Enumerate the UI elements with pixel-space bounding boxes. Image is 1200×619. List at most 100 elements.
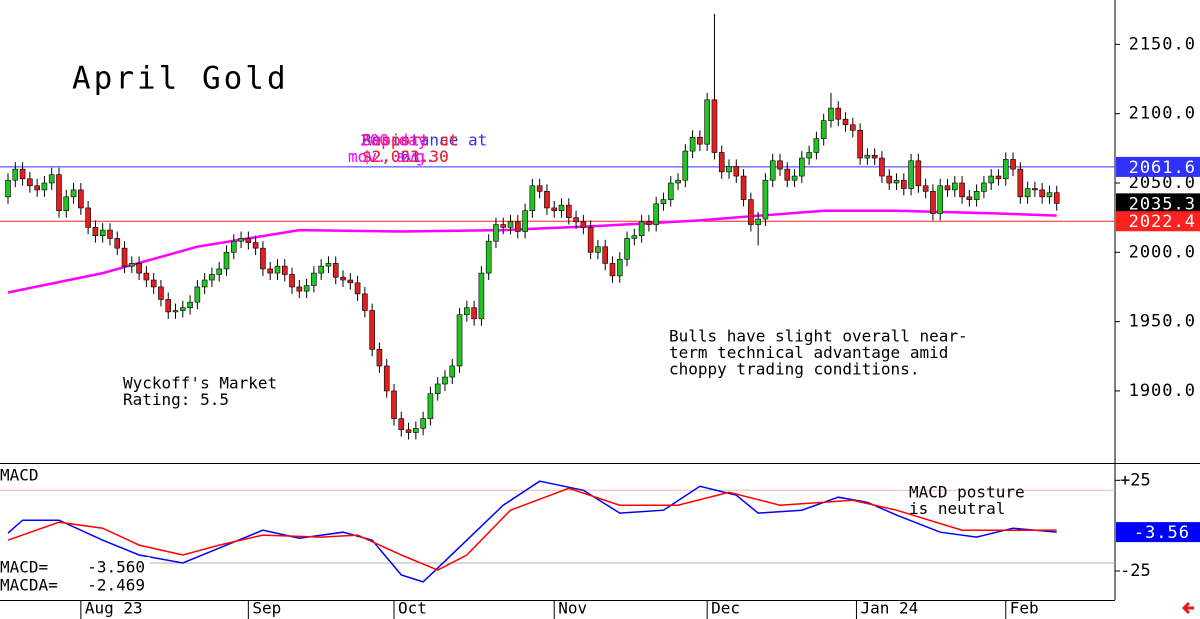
candle-body [988, 175, 994, 184]
candle-body [114, 238, 121, 249]
annotation: $2,023.30 [362, 147, 449, 166]
candle-body [201, 279, 208, 288]
annotation: Support at [362, 131, 458, 150]
candle-body [78, 189, 84, 209]
candle-body [828, 107, 834, 121]
candle-body [995, 175, 1002, 180]
candle-body [558, 204, 565, 212]
candle-body [464, 307, 470, 315]
annotation: Resistance at [362, 131, 487, 150]
x-tick-label: Feb [1010, 599, 1039, 618]
candle-body [478, 272, 485, 320]
candle-body [99, 229, 106, 236]
last-value-box [1116, 522, 1200, 543]
annotation: is neutral [909, 499, 1005, 518]
candle-body [143, 272, 150, 281]
candle-body [944, 185, 951, 191]
candle-body [383, 365, 390, 392]
y-tick-label: -25 [1120, 561, 1151, 581]
y-tick-label: +25 [1120, 470, 1151, 490]
y-tick-label: 2000.0 [1129, 242, 1196, 262]
candle-body [500, 224, 507, 228]
candle-body [762, 179, 769, 220]
candle-body [449, 365, 456, 378]
candle-body [930, 190, 936, 214]
candle-body [85, 207, 91, 228]
x-tick-label: Dec [711, 599, 740, 618]
candle-body [718, 152, 725, 173]
candle-body [726, 166, 732, 173]
candle-body [121, 247, 128, 267]
candle-body [179, 307, 186, 311]
candle-body [434, 383, 441, 394]
annotation: MACD posture [909, 483, 1025, 502]
candle-body [325, 263, 332, 267]
candle-body [602, 246, 609, 264]
annotation: $2,061.30 [362, 147, 449, 166]
candle-body [369, 310, 375, 350]
x-tick-label: Jan 24 [860, 599, 918, 618]
candle-body [667, 182, 674, 200]
candle-body [172, 310, 179, 313]
candle-body [398, 418, 405, 431]
candle-body [281, 265, 288, 275]
y-tick-label: 2050.0 [1129, 173, 1196, 193]
annotation: choppy trading conditions. [669, 360, 919, 379]
candle-body [209, 274, 215, 281]
candle-body [1032, 188, 1038, 191]
moving-average [7, 209, 1057, 294]
annotation: term technical advantage amid [669, 343, 948, 362]
candle-body [544, 190, 550, 209]
candle-body [230, 240, 237, 253]
candle-body [1053, 192, 1060, 204]
candle-body [689, 136, 696, 152]
candle-body [573, 217, 579, 223]
candle-body [653, 203, 659, 225]
support-box-label: 2022.4 [1129, 212, 1196, 232]
candle-body [646, 221, 652, 225]
candle-body [733, 166, 740, 177]
candle-body [820, 120, 827, 139]
resistance-box-label: 2061.6 [1129, 158, 1196, 178]
support-box [1116, 211, 1200, 232]
candle-body [318, 265, 324, 274]
y-tick-label: 1900.0 [1129, 381, 1196, 401]
candle-body [485, 240, 492, 274]
candle-body [893, 179, 900, 184]
scroll-arrow[interactable] [1181, 601, 1194, 615]
legend-name: MACD= [0, 558, 48, 577]
candle-body [515, 221, 521, 232]
candle-body [609, 263, 616, 277]
y-tick-label: 1950.0 [1129, 312, 1196, 332]
candle-body [638, 221, 645, 236]
candle-body [27, 178, 33, 187]
candle-body [63, 196, 70, 212]
candle-body [616, 258, 623, 277]
candle-body [129, 263, 135, 267]
candle-body [835, 107, 842, 120]
candle-body [267, 268, 273, 274]
candle-body [391, 390, 397, 419]
last-value-label: -3.56 [1134, 523, 1190, 543]
candle-body [784, 168, 791, 181]
candle-body [522, 210, 528, 232]
chart-title: April Gold [72, 61, 289, 97]
candle-body [799, 157, 805, 177]
candle-body [252, 242, 259, 249]
candle-body [551, 207, 558, 212]
candle-body [755, 218, 761, 225]
candle-body [442, 376, 448, 385]
candle-body [19, 168, 26, 180]
candle-body [303, 285, 310, 292]
candle-body [405, 429, 412, 433]
candle-body [1002, 159, 1009, 180]
candle-body [507, 221, 514, 228]
candle-body [158, 286, 164, 300]
last-price-box [1116, 193, 1200, 214]
candle-body [362, 293, 368, 311]
annotation: 200-day [360, 131, 428, 150]
candle-body [886, 175, 893, 184]
panel-title: MACD [0, 466, 39, 485]
candle-body [107, 229, 113, 239]
